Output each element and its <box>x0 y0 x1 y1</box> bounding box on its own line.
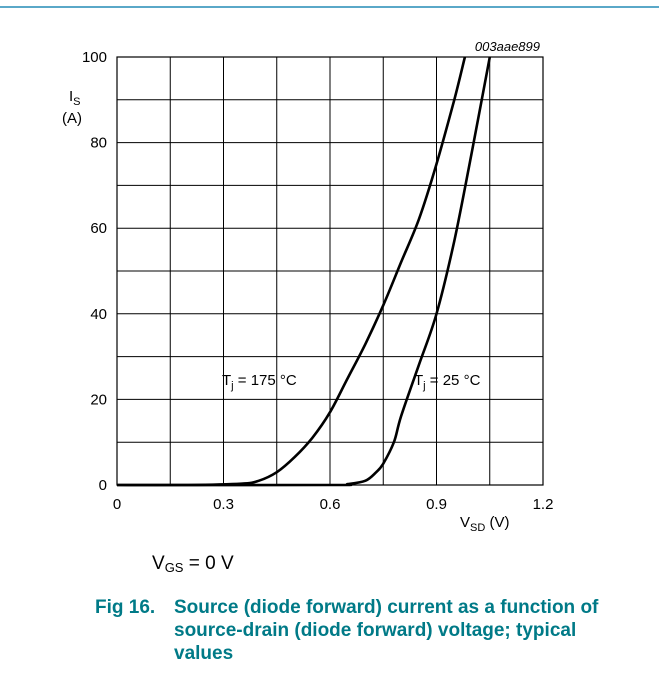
x-tick-label-4: 1.2 <box>533 496 554 513</box>
y-axis-unit: (A) <box>62 110 82 127</box>
y-tick-label-1: 20 <box>90 391 107 408</box>
test-condition: VGS = 0 V <box>152 553 234 575</box>
chart-grid <box>116 56 544 486</box>
chart: 0 20 40 60 80 100 0 0.3 0.6 0.9 1.2 003aae899 IS (… <box>62 39 553 534</box>
chart-tick-labels: 0 20 40 60 80 100 0 0.3 0.6 0.9 1.2 <box>82 49 553 513</box>
header-rule <box>0 6 659 8</box>
y-tick-label-3: 60 <box>90 220 107 237</box>
y-tick-label-5: 100 <box>82 49 107 66</box>
series-label-25c: Tj = 25 °C <box>414 372 481 392</box>
y-tick-label-4: 80 <box>90 135 107 152</box>
x-tick-label-0: 0 <box>113 496 121 513</box>
chart-curves <box>116 56 492 487</box>
x-axis-label: VSD (V) <box>460 514 509 534</box>
y-tick-label-2: 40 <box>90 306 107 323</box>
figure-caption-text: Source (diode forward) current as a func… <box>174 597 599 664</box>
figure-code: 003aae899 <box>475 39 540 54</box>
x-tick-label-1: 0.3 <box>213 496 234 513</box>
figure-number: Fig 16. <box>95 597 156 618</box>
x-tick-label-3: 0.9 <box>426 496 447 513</box>
x-tick-label-2: 0.6 <box>320 496 341 513</box>
y-axis-label: IS <box>69 88 81 108</box>
series-line-175c <box>116 56 467 487</box>
series-label-175c: Tj = 175 °C <box>222 372 297 392</box>
y-tick-label-0: 0 <box>99 477 107 494</box>
series-line-25c <box>116 56 492 487</box>
